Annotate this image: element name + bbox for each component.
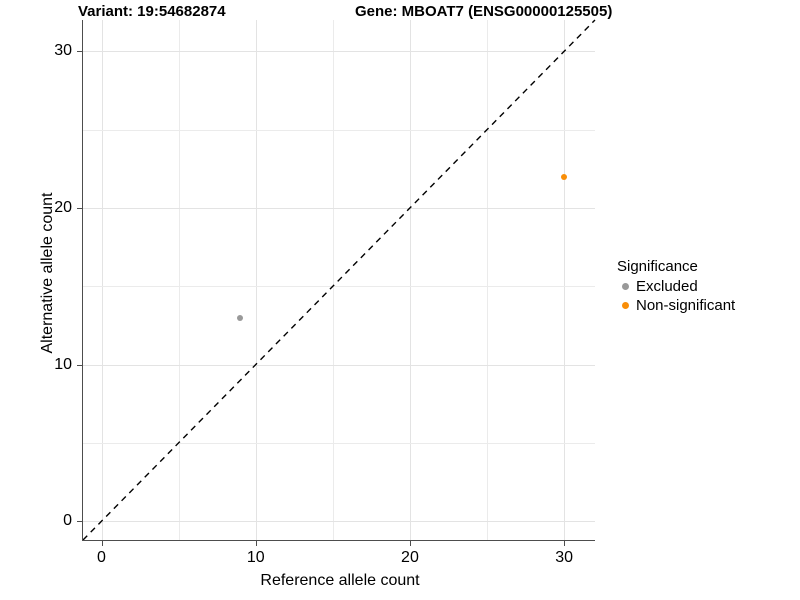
gridline-horizontal — [83, 129, 595, 131]
data-point-excluded — [237, 314, 244, 321]
x-axis-label: Reference allele count — [260, 572, 420, 589]
y-tick — [77, 521, 82, 523]
legend-title: Significance — [617, 258, 698, 275]
legend-item-label: Non-significant — [636, 297, 736, 314]
legend-key — [617, 302, 633, 309]
y-axis-line — [82, 20, 83, 541]
gridline-vertical — [255, 20, 257, 540]
plot-panel — [82, 19, 596, 541]
gridline-vertical — [101, 20, 103, 540]
y-tick-label: 20 — [54, 198, 72, 216]
x-axis-line — [82, 540, 595, 541]
variant-title: Variant: 19:54682874 — [78, 3, 226, 20]
x-tick — [564, 541, 566, 546]
gridline-horizontal — [83, 364, 595, 366]
gridline-horizontal — [83, 286, 595, 288]
gridline-vertical — [487, 20, 489, 540]
legend-entries: Excluded Non-significant — [617, 277, 797, 315]
gridline-vertical — [409, 20, 411, 540]
legend-item-excluded[interactable]: Excluded — [617, 277, 797, 296]
legend-dot-icon — [621, 283, 629, 290]
gridline-horizontal — [83, 51, 595, 53]
gridline-horizontal — [83, 442, 595, 444]
y-tick — [77, 207, 82, 209]
x-tick — [101, 541, 103, 546]
legend: Significance Excluded Non-significant — [617, 258, 797, 315]
gridline-vertical — [332, 20, 334, 540]
legend-dot-icon — [621, 302, 629, 309]
gridline-vertical — [564, 20, 566, 540]
x-tick — [255, 541, 257, 546]
y-axis-label: Alternative allele count — [39, 192, 56, 354]
legend-item-non-significant[interactable]: Non-significant — [617, 296, 797, 315]
gene-title: Gene: MBOAT7 (ENSG00000125505) — [355, 3, 613, 20]
x-tick-label: 30 — [555, 549, 574, 566]
x-tick-label: 20 — [401, 549, 419, 566]
y-tick-label: 10 — [54, 355, 72, 373]
y-tick — [77, 364, 82, 366]
data-point-non-significant — [561, 173, 568, 180]
y-tick-label: 0 — [63, 512, 72, 530]
legend-item-label: Excluded — [636, 278, 698, 295]
x-tick-label: 10 — [246, 549, 265, 566]
chart-title-row: Variant: 19:54682874 Gene: MBOAT7 (ENSG0… — [0, 0, 800, 26]
legend-key — [617, 283, 633, 290]
x-tick — [409, 541, 411, 546]
gridline-vertical — [178, 20, 180, 540]
y-tick-label: 30 — [54, 42, 72, 60]
gridline-horizontal — [83, 207, 595, 209]
x-tick-label: 0 — [97, 549, 106, 566]
reference-line — [82, 19, 596, 541]
gridlines — [83, 20, 595, 540]
gridline-horizontal — [83, 521, 595, 523]
y-tick — [77, 51, 82, 53]
